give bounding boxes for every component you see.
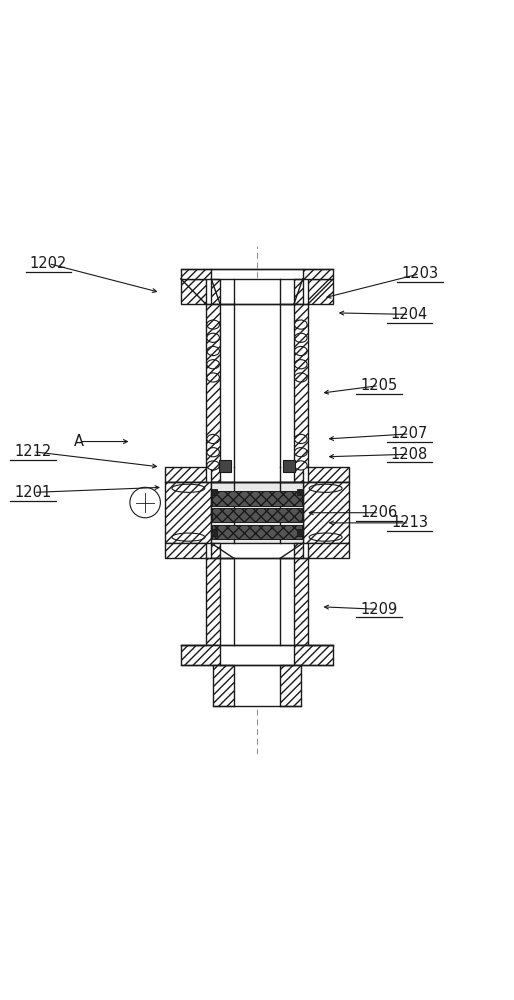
Bar [211,482,303,543]
Polygon shape [294,279,303,304]
Polygon shape [294,467,303,482]
Ellipse shape [309,484,342,492]
Bar [303,482,348,543]
Text: 1203: 1203 [401,266,438,281]
Bar [166,482,211,543]
Text: 1206: 1206 [360,505,398,520]
Ellipse shape [172,533,205,541]
Bar [211,529,217,536]
Bar [211,489,217,495]
Ellipse shape [295,333,307,342]
Bar [297,489,303,495]
Bar [294,304,308,467]
Bar [212,491,302,506]
Text: A: A [74,434,84,449]
Ellipse shape [295,461,307,470]
Ellipse shape [207,333,219,342]
Polygon shape [166,543,206,558]
Ellipse shape [295,373,307,382]
Ellipse shape [207,448,219,457]
Text: 1212: 1212 [15,444,52,459]
Ellipse shape [295,434,307,444]
Ellipse shape [207,320,219,329]
Bar [303,269,333,279]
Ellipse shape [207,461,219,470]
Bar [220,304,248,467]
Polygon shape [308,543,348,558]
Polygon shape [181,279,206,304]
Text: 1209: 1209 [360,602,398,617]
Bar [219,460,231,472]
Polygon shape [166,467,206,482]
Bar [212,525,302,539]
Bar [280,665,302,706]
Bar [206,558,220,645]
Ellipse shape [207,434,219,444]
Polygon shape [308,279,333,304]
Bar [294,558,308,645]
Ellipse shape [207,373,219,382]
Bar [297,529,303,536]
Ellipse shape [295,320,307,329]
Ellipse shape [295,448,307,457]
Polygon shape [294,543,303,558]
Bar [181,645,220,665]
Text: 1204: 1204 [391,307,428,322]
Ellipse shape [172,484,205,492]
Ellipse shape [207,360,219,369]
Bar [283,460,295,472]
Text: 1201: 1201 [15,485,52,500]
Polygon shape [211,279,220,304]
Ellipse shape [295,346,307,356]
Ellipse shape [295,360,307,369]
Bar [206,304,220,467]
Bar [181,269,211,279]
Text: 1213: 1213 [391,515,428,530]
Polygon shape [211,467,220,482]
Bar [234,279,280,706]
Text: 1202: 1202 [30,256,67,271]
Ellipse shape [309,533,342,541]
Text: 1205: 1205 [360,378,398,393]
Bar [212,665,234,706]
Polygon shape [211,543,220,558]
Bar [294,645,333,665]
Text: 1207: 1207 [391,426,428,441]
Ellipse shape [207,346,219,356]
Polygon shape [308,467,348,482]
Text: 1208: 1208 [391,447,428,462]
Bar [212,508,302,522]
